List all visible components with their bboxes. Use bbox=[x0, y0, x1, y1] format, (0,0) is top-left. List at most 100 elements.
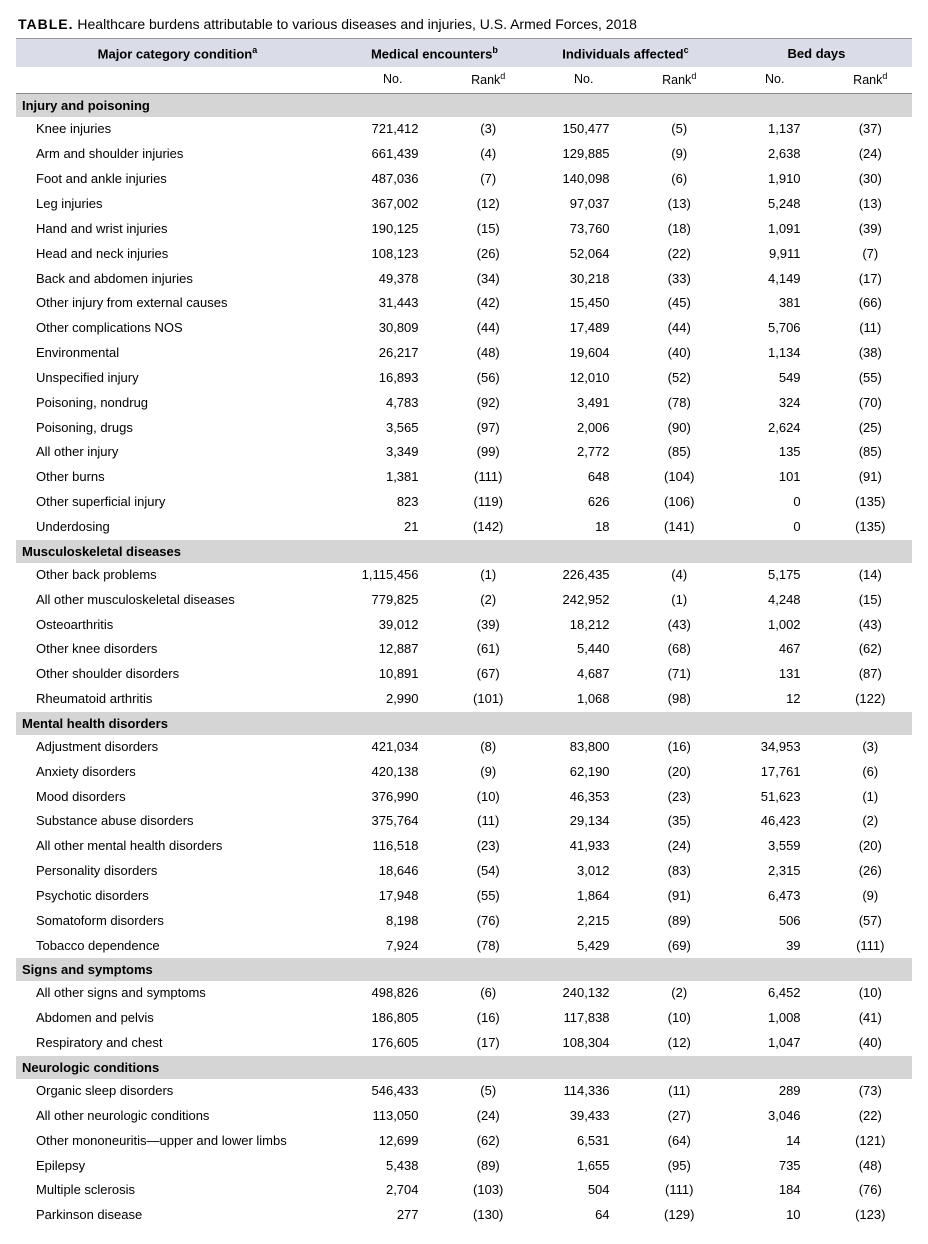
condition-name: Mood disorders bbox=[16, 785, 339, 810]
condition-name: Foot and ankle injuries bbox=[16, 167, 339, 192]
condition-name: All other signs and symptoms bbox=[16, 981, 339, 1006]
individuals-affected-no: 626 bbox=[530, 490, 638, 515]
individuals-affected-rank: (45) bbox=[638, 291, 721, 316]
individuals-affected-rank: (111) bbox=[638, 1178, 721, 1203]
medical-encounters-rank: (56) bbox=[447, 366, 530, 391]
bed-days-rank: (30) bbox=[829, 167, 912, 192]
bed-days-no: 3,559 bbox=[721, 834, 829, 859]
individuals-affected-no: 52,064 bbox=[530, 242, 638, 267]
bed-days-no: 39 bbox=[721, 934, 829, 959]
individuals-affected-no: 1,068 bbox=[530, 687, 638, 712]
medical-encounters-no: 277 bbox=[339, 1203, 447, 1228]
bed-days-no: 17,761 bbox=[721, 760, 829, 785]
medical-encounters-no: 108,123 bbox=[339, 242, 447, 267]
individuals-affected-no: 150,477 bbox=[530, 117, 638, 142]
table-row: Other complications NOS30,809(44)17,489(… bbox=[16, 316, 912, 341]
medical-encounters-no: 823 bbox=[339, 490, 447, 515]
bed-days-no: 1,137 bbox=[721, 117, 829, 142]
individuals-affected-rank: (1) bbox=[638, 588, 721, 613]
bed-days-no: 2,624 bbox=[721, 416, 829, 441]
bed-days-no: 51,623 bbox=[721, 785, 829, 810]
bed-days-rank: (40) bbox=[829, 1031, 912, 1056]
individuals-affected-no: 19,604 bbox=[530, 341, 638, 366]
condition-name: Unspecified injury bbox=[16, 366, 339, 391]
individuals-affected-rank: (40) bbox=[638, 341, 721, 366]
individuals-affected-no: 17,489 bbox=[530, 316, 638, 341]
condition-name: Rheumatoid arthritis bbox=[16, 687, 339, 712]
bed-days-no: 6,452 bbox=[721, 981, 829, 1006]
individuals-affected-no: 2,772 bbox=[530, 440, 638, 465]
table-row: Abdomen and pelvis186,805(16)117,838(10)… bbox=[16, 1006, 912, 1031]
bed-days-no: 0 bbox=[721, 515, 829, 540]
medical-encounters-rank: (103) bbox=[447, 1178, 530, 1203]
title-prefix: TABLE. bbox=[18, 16, 74, 32]
medical-encounters-rank: (62) bbox=[447, 1129, 530, 1154]
bed-days-no: 4,248 bbox=[721, 588, 829, 613]
medical-encounters-rank: (24) bbox=[447, 1104, 530, 1129]
col-sub-blank bbox=[16, 67, 339, 94]
medical-encounters-rank: (142) bbox=[447, 515, 530, 540]
individuals-affected-no: 140,098 bbox=[530, 167, 638, 192]
condition-name: Other injury from external causes bbox=[16, 291, 339, 316]
bed-days-rank: (22) bbox=[829, 1104, 912, 1129]
bed-days-no: 5,175 bbox=[721, 563, 829, 588]
bed-days-rank: (20) bbox=[829, 834, 912, 859]
medical-encounters-no: 487,036 bbox=[339, 167, 447, 192]
bed-days-rank: (111) bbox=[829, 934, 912, 959]
medical-encounters-rank: (54) bbox=[447, 859, 530, 884]
medical-encounters-rank: (89) bbox=[447, 1154, 530, 1179]
table-row: Personality disorders18,646(54)3,012(83)… bbox=[16, 859, 912, 884]
table-row: Other injury from external causes31,443(… bbox=[16, 291, 912, 316]
medical-encounters-no: 498,826 bbox=[339, 981, 447, 1006]
bed-days-no: 289 bbox=[721, 1079, 829, 1104]
medical-encounters-rank: (17) bbox=[447, 1031, 530, 1056]
medical-encounters-rank: (11) bbox=[447, 809, 530, 834]
section-header: Injury and poisoning bbox=[16, 94, 912, 118]
medical-encounters-no: 10,891 bbox=[339, 662, 447, 687]
bed-days-rank: (2) bbox=[829, 809, 912, 834]
medical-encounters-rank: (76) bbox=[447, 909, 530, 934]
medical-encounters-rank: (111) bbox=[447, 465, 530, 490]
individuals-affected-rank: (13) bbox=[638, 192, 721, 217]
medical-encounters-rank: (101) bbox=[447, 687, 530, 712]
individuals-affected-rank: (16) bbox=[638, 735, 721, 760]
medical-encounters-rank: (10) bbox=[447, 785, 530, 810]
individuals-affected-rank: (104) bbox=[638, 465, 721, 490]
medical-encounters-no: 779,825 bbox=[339, 588, 447, 613]
medical-encounters-no: 3,565 bbox=[339, 416, 447, 441]
medical-encounters-rank: (15) bbox=[447, 217, 530, 242]
data-table: Major category conditiona Medical encoun… bbox=[16, 38, 912, 1228]
table-row: Adjustment disorders421,034(8)83,800(16)… bbox=[16, 735, 912, 760]
individuals-affected-rank: (35) bbox=[638, 809, 721, 834]
individuals-affected-no: 114,336 bbox=[530, 1079, 638, 1104]
table-row: All other neurologic conditions113,050(2… bbox=[16, 1104, 912, 1129]
bed-days-no: 324 bbox=[721, 391, 829, 416]
individuals-affected-rank: (2) bbox=[638, 981, 721, 1006]
condition-name: Tobacco dependence bbox=[16, 934, 339, 959]
medical-encounters-rank: (4) bbox=[447, 142, 530, 167]
condition-name: Other mononeuritis—upper and lower limbs bbox=[16, 1129, 339, 1154]
table-row: Environmental26,217(48)19,604(40)1,134(3… bbox=[16, 341, 912, 366]
condition-name: Poisoning, drugs bbox=[16, 416, 339, 441]
individuals-affected-no: 41,933 bbox=[530, 834, 638, 859]
individuals-affected-rank: (78) bbox=[638, 391, 721, 416]
individuals-affected-no: 117,838 bbox=[530, 1006, 638, 1031]
table-row: All other mental health disorders116,518… bbox=[16, 834, 912, 859]
medical-encounters-rank: (42) bbox=[447, 291, 530, 316]
condition-name: All other injury bbox=[16, 440, 339, 465]
medical-encounters-no: 3,349 bbox=[339, 440, 447, 465]
section-name: Neurologic conditions bbox=[16, 1056, 912, 1079]
bed-days-no: 4,149 bbox=[721, 267, 829, 292]
medical-encounters-rank: (55) bbox=[447, 884, 530, 909]
medical-encounters-rank: (119) bbox=[447, 490, 530, 515]
condition-name: Epilepsy bbox=[16, 1154, 339, 1179]
table-row: Respiratory and chest176,605(17)108,304(… bbox=[16, 1031, 912, 1056]
medical-encounters-no: 4,783 bbox=[339, 391, 447, 416]
individuals-affected-no: 46,353 bbox=[530, 785, 638, 810]
bed-days-no: 135 bbox=[721, 440, 829, 465]
bed-days-rank: (121) bbox=[829, 1129, 912, 1154]
bed-days-no: 14 bbox=[721, 1129, 829, 1154]
individuals-affected-no: 648 bbox=[530, 465, 638, 490]
table-row: Arm and shoulder injuries661,439(4)129,8… bbox=[16, 142, 912, 167]
bed-days-no: 12 bbox=[721, 687, 829, 712]
